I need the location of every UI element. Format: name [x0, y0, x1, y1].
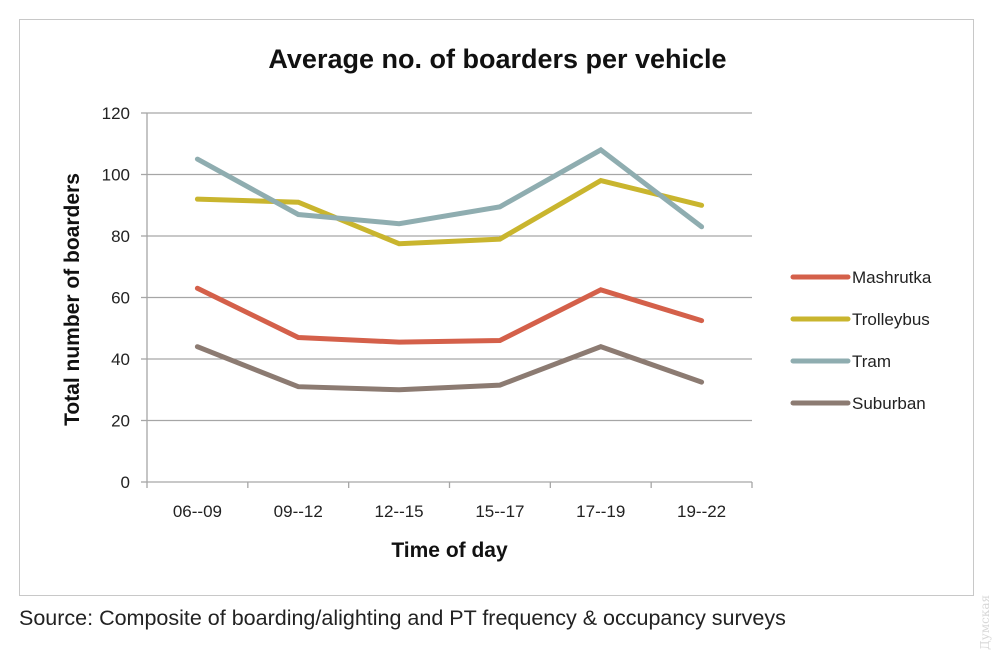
x-tick-label: 12--15: [375, 502, 424, 521]
x-tick-label: 15--17: [475, 502, 524, 521]
y-tick-label: 60: [111, 289, 130, 308]
y-tick-label: 40: [111, 350, 130, 369]
y-tick-label: 100: [102, 166, 130, 185]
series-line-suburban: [194, 344, 705, 393]
source-note: Source: Composite of boarding/alighting …: [19, 606, 786, 630]
series-line-tram: [194, 146, 705, 230]
series-lines: [194, 146, 705, 393]
x-tick-label: 09--12: [274, 502, 323, 521]
chart-frame: [19, 19, 974, 596]
legend-label-tram: Tram: [852, 352, 891, 371]
x-tick-label: 17--19: [576, 502, 625, 521]
line-chart: 0 20 40 60 80 100 120 06--09 09--12 12--15 15--17…: [61, 104, 932, 562]
y-tick-labels: 0 20 40 60 80 100 120: [102, 104, 130, 492]
legend-label-mashrutka: Mashrutka: [852, 268, 932, 287]
legend-label-suburban: Suburban: [852, 394, 926, 413]
x-tick-labels: 06--09 09--12 12--15 15--17 17--19 19--22: [173, 502, 726, 521]
y-axis-title: Total number of boarders: [61, 173, 84, 426]
gridlines: [147, 112, 752, 422]
y-tick-label: 120: [102, 104, 130, 123]
x-tick-label: 06--09: [173, 502, 222, 521]
series-line-mashrutka: [194, 285, 705, 345]
y-tick-label: 0: [121, 473, 130, 492]
chart-title: Average no. of boarders per vehicle: [268, 44, 727, 74]
y-tick-label: 20: [111, 412, 130, 431]
y-tick-label: 80: [111, 227, 130, 246]
legend-label-trolleybus: Trolleybus: [852, 310, 930, 329]
series-line-trolleybus: [194, 177, 705, 247]
watermark: Думская: [978, 594, 992, 650]
legend: Mashrutka Trolleybus Tram Suburban: [790, 268, 932, 413]
x-axis-title: Time of day: [391, 539, 508, 562]
x-tick-label: 19--22: [677, 502, 726, 521]
axes: [141, 112, 753, 488]
